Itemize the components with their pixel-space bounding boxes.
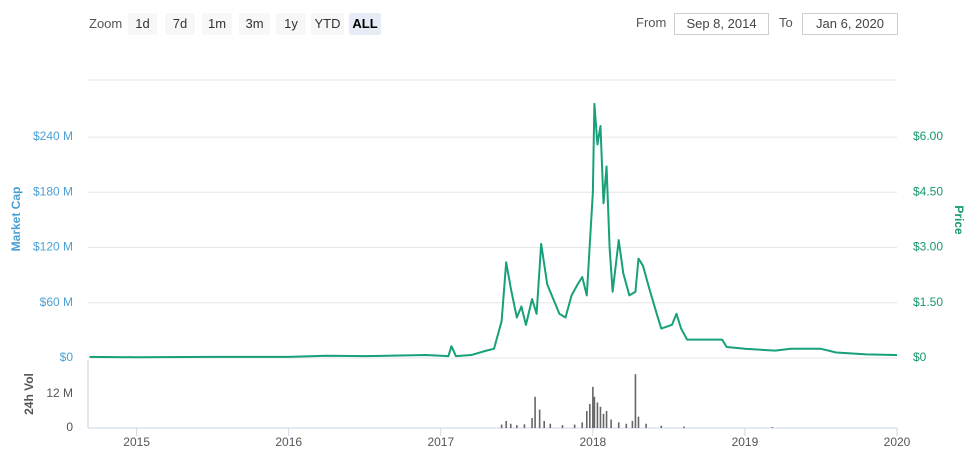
volume-bar [610, 419, 612, 428]
zoom-button[interactable]: ALL [349, 13, 381, 35]
volume-bar [660, 425, 663, 428]
volume-bar [561, 425, 564, 428]
volume-bar [771, 427, 774, 428]
zoom-button[interactable]: 3m [239, 13, 270, 35]
volume-bar [683, 426, 685, 428]
y-tick-label: $180 M [33, 184, 73, 198]
y2-tick-label: $4.50 [913, 184, 943, 198]
y2-tick-label: $0 [913, 350, 927, 364]
y-tick-label: $240 M [33, 129, 73, 143]
volume-bar [602, 413, 605, 428]
volume-bar [617, 422, 620, 428]
y2-axis-label: Price [952, 205, 966, 235]
zoom-button[interactable]: 7d [165, 13, 195, 35]
y-tick-label: 12 M [46, 386, 73, 400]
volume-bar [592, 386, 594, 428]
zoom-button[interactable]: YTD [311, 13, 344, 35]
volume-bar [505, 420, 507, 428]
volume-bar [596, 402, 599, 428]
x-tick-label: 2019 [732, 435, 759, 449]
y-tick-label: 0 [66, 420, 73, 434]
volume-bar [538, 409, 541, 428]
volume-bar [605, 411, 608, 428]
volume-bar [645, 423, 647, 428]
y2-tick-label: $6.00 [913, 129, 943, 143]
zoom-button[interactable]: 1d [128, 13, 157, 35]
y-tick-label: $120 M [33, 240, 73, 254]
x-tick-label: 2017 [427, 435, 454, 449]
y-axis-label: Market Cap [9, 187, 23, 252]
zoom-button[interactable]: 1y [276, 13, 306, 35]
x-tick-label: 2020 [884, 435, 911, 449]
volume-bar [534, 396, 536, 428]
volume-bar [543, 420, 546, 428]
volume-bar [500, 424, 503, 428]
volume-bar [625, 423, 628, 428]
zoom-button[interactable]: 1m [202, 13, 232, 35]
price-line [89, 102, 898, 359]
volume-bar [531, 418, 533, 428]
volume-bar [516, 425, 518, 428]
x-tick-label: 2016 [275, 435, 302, 449]
volume-bar [631, 420, 634, 428]
volume-bar [634, 374, 637, 428]
volume-bar [523, 424, 526, 428]
volume-bar [599, 406, 602, 428]
y2-tick-label: $3.00 [913, 240, 943, 254]
y-axis-label: 24h Vol [22, 373, 36, 415]
y-tick-label: $60 M [40, 295, 73, 309]
from-label: From [636, 15, 667, 30]
volume-bar [637, 416, 640, 428]
zoom-label: Zoom [89, 16, 123, 31]
from-input[interactable]: Sep 8, 2014 [674, 13, 769, 35]
x-tick-label: 2015 [123, 435, 150, 449]
volume-bar [585, 411, 588, 428]
to-label: To [779, 15, 793, 30]
x-tick-label: 2018 [580, 435, 607, 449]
volume-bar [549, 423, 552, 428]
volume-bar [593, 396, 596, 428]
volume-bar [573, 424, 576, 428]
to-input[interactable]: Jan 6, 2020 [802, 13, 898, 35]
y-tick-label: $0 [60, 350, 74, 364]
volume-bar [589, 403, 591, 428]
y2-tick-label: $1.50 [913, 295, 943, 309]
volume-bar [509, 423, 512, 428]
volume-bar [581, 422, 584, 428]
